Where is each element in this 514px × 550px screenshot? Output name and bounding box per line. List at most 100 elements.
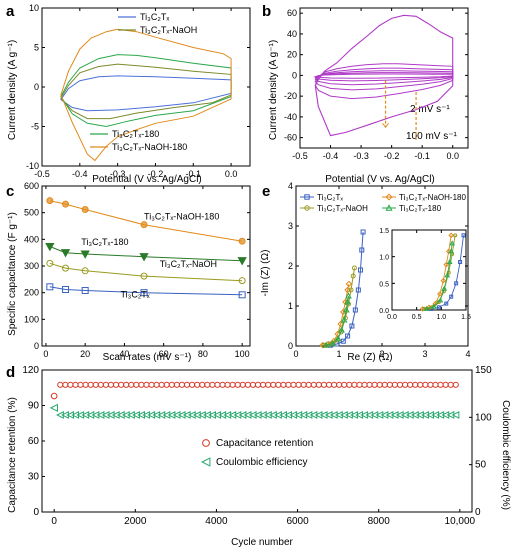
chart-e-point-1-5 [339,308,347,316]
chart-a-legend-label-bottom-1: Ti₃C₂Tₓ-NaOH-180 [112,142,187,152]
chart-d-point-0-62 [371,381,378,388]
chart-d-point-0-33 [224,381,231,388]
chart-e-inset-point-3-4 [444,272,451,278]
chart-d-point-0-2 [67,381,74,388]
chart-e-inset-point-3-1 [431,303,437,309]
chart-d-point-1-3 [71,411,80,419]
chart-e-inset-point-0-5 [458,260,463,264]
chart-d-point-0-69 [407,381,414,388]
chart-b-ytick-label-3: 0 [292,70,297,80]
chart-c-ytick-label-5: 500 [24,208,39,218]
chart-b-loop-4 [314,63,454,100]
chart-d-point-0-70 [412,381,419,388]
chart-d-point-1-30 [208,411,216,419]
chart-b-loop-3 [314,67,454,91]
chart-a-ytick-label-4: 10 [29,3,39,13]
chart-d-point-1-14 [127,411,135,419]
chart-d-point-0-24 [178,381,186,388]
chart-d-point-1-49 [304,411,313,419]
chart-e-point-0-3 [345,333,351,339]
chart-d-ytick-right-label-1: 50 [475,460,487,471]
chart-c-line-2 [49,262,243,282]
chart-b-xtick-label-3: -0.2 [384,151,400,161]
chart-d-point-0-48 [300,381,307,388]
chart-d-point-1-54 [329,411,338,419]
chart-d-point-0-36 [239,381,246,388]
chart-e-point-0-8 [359,247,365,253]
chart-d-point-1-38 [248,411,257,419]
chart-e-inset-point-1-4 [440,277,447,284]
chart-d-point-1-24 [177,411,186,419]
chart-c-point-1-0 [45,243,55,252]
chart-d-point-1-72 [421,411,429,419]
chart-e-xlabel: Re (Z) (Ω) [347,352,392,363]
chart-e-inset-xtick-label-0: 0.0 [387,314,397,321]
chart-e-inset-point-0-3 [449,294,454,299]
chart-d-point-0-32 [219,381,226,388]
chart-d-point-0-34 [229,381,236,388]
chart-d-ytick-left-label-1: 30 [28,472,40,483]
chart-c-point-1-1 [60,249,71,258]
chart-d-point-0-31 [214,381,221,388]
chart-a-xtick-label-5: 0.0 [225,169,238,179]
chart-d-point-0-29 [204,381,211,388]
chart-d-point-0-23 [173,381,180,388]
chart-d-point-1-2 [66,411,74,419]
chart-marks-layer: -0.5 -0.4 -0.3 -0.2 -0.1 0.0-10-50510Ti₃C₂TₓT… [22,3,492,527]
chart-d-point-1-22 [167,411,176,419]
chart-d-xlabel: Cycle number [231,537,293,548]
chart-c-series-label-2: Ti₃C₂Tₓ-NaOH [160,259,217,269]
chart-a-series-2 [60,54,232,128]
chart-e-ytick-label-3: 3 [288,221,293,231]
chart-d-point-1-76 [441,411,450,419]
chart-e-legend-marker-1 [385,193,393,201]
chart-e-inset-ytick-label-0: 0.0 [379,308,389,315]
chart-d-point-0-40 [259,381,267,388]
chart-d-point-0-53 [325,381,333,388]
chart-a-legend-label-top-0: Ti₃C₂Tₓ [140,12,169,22]
chart-c-xlabel: Scan rates (mV s⁻¹) [103,352,192,363]
chart-a-xtick-label-2: -0.3 [110,169,126,179]
chart-b-ytick-label-6: 60 [287,8,297,18]
chart-d-point-0-5 [82,381,89,388]
chart-d-point-1-32 [218,411,227,419]
chart-d-point-0-6 [87,381,94,388]
chart-e-line-2 [323,267,355,346]
chart-d-point-0-43 [275,381,282,388]
chart-e-inset-xtick-label-2: 1.0 [436,314,446,321]
chart-c-point-0-2 [81,205,89,213]
chart-c-point-1-3 [139,253,149,262]
chart-d-point-1-34 [228,411,237,419]
chart-d-point-1-37 [243,411,252,419]
chart-e-inset-point-0-4 [454,281,459,286]
chart-d-point-0-68 [401,381,409,388]
chart-d-point-1-23 [172,411,181,419]
chart-e-inset-frame [391,229,467,311]
chart-d-point-1-5 [81,411,90,419]
chart-c-ytick-label-2: 200 [24,288,39,298]
chart-d-legend-coulombic: Coulombic efficiency [216,457,308,468]
chart-c-point-0-4 [238,237,246,245]
chart-d-point-0-65 [386,381,393,388]
chart-d-ytick-right-label-3: 150 [475,365,492,376]
chart-a-xtick-label-4: -0.1 [186,169,202,179]
chart-e-point-3-2 [334,335,342,342]
panel-label-a: a [6,3,15,20]
chart-a-series-0 [60,75,232,112]
chart-d-point-1-60 [360,411,369,419]
chart-d-point-0-72 [422,381,429,388]
chart-d-point-0-12 [118,381,125,388]
chart-d-point-0-45 [285,381,292,388]
chart-d-point-1-44 [279,411,287,419]
chart-d-point-1-28 [198,411,206,419]
chart-b-loop-1 [314,72,454,82]
chart-d-point-0-15 [133,381,140,388]
chart-d-point-1-68 [400,411,409,419]
chart-d-point-1-13 [121,411,130,419]
chart-d-point-0-71 [417,381,424,388]
chart-b-annotation-2mv: 2 mV s⁻¹ [410,104,450,115]
chart-d-point-1-27 [192,411,201,419]
chart-e-point-2-7 [350,273,356,279]
chart-e-legend-marker-0 [304,194,310,200]
chart-d-point-1-40 [258,411,267,419]
